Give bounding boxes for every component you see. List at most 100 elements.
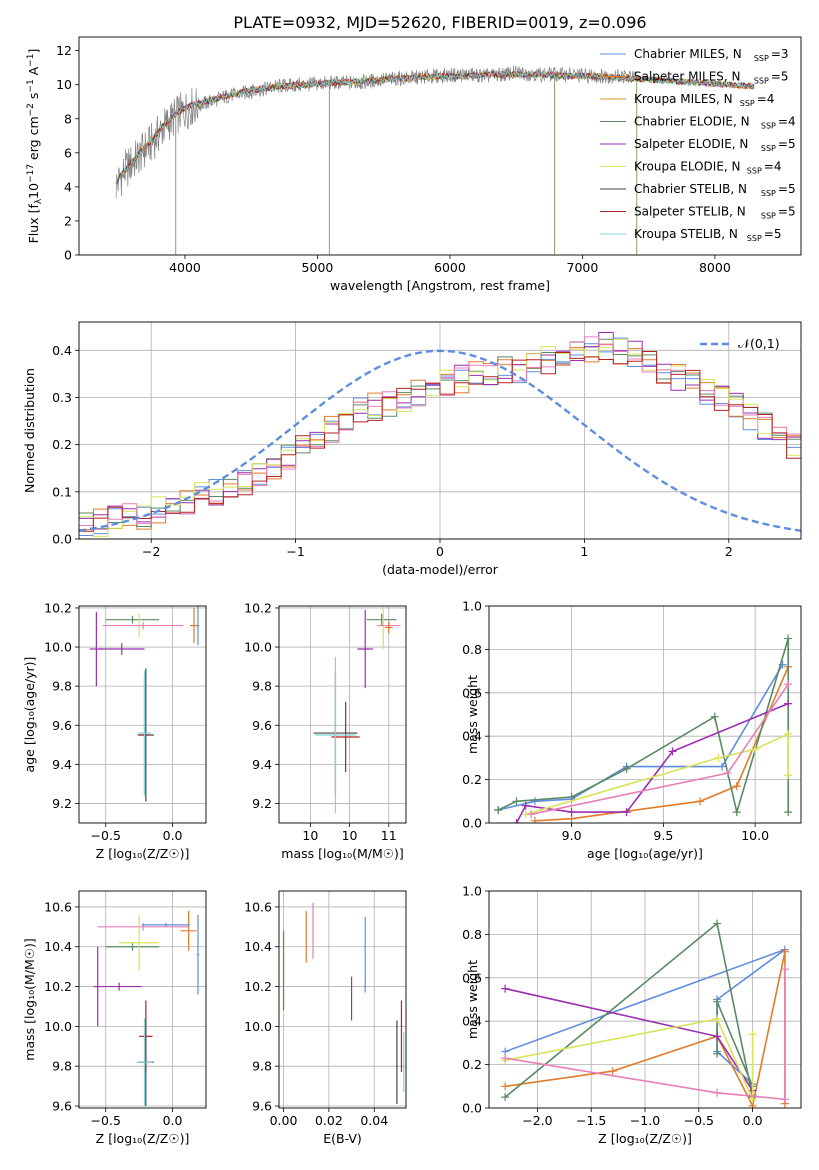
y-tick-label: 0.6	[462, 970, 482, 985]
mass-weight-marker	[723, 769, 732, 778]
x-tick-label: 10	[302, 828, 318, 843]
x-tick-label: −0.5	[684, 1113, 714, 1128]
x-tick-label: 9.5	[653, 828, 673, 843]
x-tick-label: 10	[342, 828, 358, 843]
mass-weight-line	[504, 969, 786, 1101]
x-tick-label: −1.0	[630, 1113, 660, 1128]
mass-weight-marker	[784, 771, 793, 780]
y-tick-label: 10.2	[244, 600, 272, 615]
y-tick-label: 0.6	[462, 685, 482, 700]
mass-weight-marker	[718, 762, 727, 771]
y-tick-label: 1.0	[462, 599, 482, 614]
y-axis-label-part: erg cm	[26, 116, 41, 164]
legend-nssp: =3	[771, 47, 789, 61]
x-tick-label: 11	[381, 828, 397, 843]
y-tick-label: 10.6	[44, 899, 72, 914]
x-axis-label: Z [log₁₀(Z/Z☉)]	[598, 1131, 692, 1146]
y-axis-label-part: A	[26, 66, 41, 79]
legend-label: Chabrier MILES, N	[634, 47, 742, 61]
y-tick-label: 9.6	[252, 1099, 272, 1114]
y-tick-label: 0.1	[52, 484, 72, 499]
mass-weight-marker	[494, 805, 503, 814]
y-tick-label: 10.2	[44, 600, 72, 615]
mass-weight-marker	[713, 919, 722, 928]
y-tick-label: 10.0	[44, 640, 72, 655]
x-tick-label: 1	[580, 544, 588, 559]
plot-area	[282, 902, 405, 1105]
x-tick-label: −0.5	[91, 1113, 121, 1128]
x-tick-label: −1.5	[576, 1113, 606, 1128]
mass-weight-marker	[622, 808, 631, 817]
y-axis-label: Flux [fλ10−17 erg cm−2 s−1 A−1]	[26, 49, 44, 244]
legend-nssp: =5	[771, 70, 789, 84]
mass-weight-marker	[696, 797, 705, 806]
legend-subscript: SSP	[754, 54, 769, 63]
y-tick-label: 9.8	[52, 1059, 72, 1074]
y-axis-label-part: 10	[26, 183, 41, 199]
model-fit-line	[115, 70, 755, 184]
mass-weight-marker	[713, 997, 722, 1006]
y-axis-label: age [log₁₀(age/yr)]	[22, 657, 37, 773]
legend-subscript: SSP	[747, 234, 762, 243]
mass-weight-marker	[501, 984, 510, 993]
residual-histogram-panel: −2 −1 0 1 2 0.0 0.1 0.2 0.3 0.4 (data-model)/error…	[22, 321, 802, 577]
axes-frame	[278, 605, 407, 824]
mass-weight-marker	[784, 808, 793, 817]
axes-frame	[78, 36, 802, 256]
x-tick-label: 0.0	[163, 828, 183, 843]
massweight-vs-age-panel: 9.0 9.5 10.0 0.0 0.2 0.4 0.6 0.8 1.0 age [log₁₀(a…	[462, 599, 802, 861]
y-tick-label: 9.4	[252, 757, 272, 772]
legend-nssp: =4	[764, 160, 782, 174]
mass-weight-marker	[710, 712, 719, 721]
legend-label: Salpeter MILES, N	[634, 70, 741, 84]
x-tick-label: 0.00	[270, 1113, 298, 1128]
legend-nssp: =4	[757, 92, 775, 106]
age-vs-metallicity-panel: −0.5 0.0 9.2 9.4 9.6 9.8 10.0 10.2 Z [log₁₀(Z/Z☉…	[22, 600, 207, 861]
y-tick-label: 8	[64, 111, 72, 126]
y-tick-label: 0.8	[462, 927, 482, 942]
legend-label: Chabrier ELODIE, N	[634, 115, 750, 129]
residual-histogram-step	[79, 351, 801, 532]
axes-frame	[78, 890, 207, 1109]
mass-weight-marker	[784, 699, 793, 708]
mass-weight-marker	[714, 753, 723, 762]
x-tick-label: 9.0	[562, 828, 582, 843]
y-axis-label-part: Flux [f	[26, 204, 41, 244]
y-tick-label: 10.4	[244, 939, 272, 954]
x-tick-label: 4000	[169, 260, 201, 275]
y-tick-label: 9.2	[52, 796, 72, 811]
x-tick-label: 0.0	[743, 1113, 763, 1128]
axes-frame	[278, 890, 407, 1109]
mass-weight-marker	[784, 634, 793, 643]
mass-weight-marker	[748, 1030, 757, 1039]
legend-nssp: =5	[778, 205, 796, 219]
mass-weight-marker	[732, 808, 741, 817]
mass-weight-marker	[780, 1095, 789, 1104]
mass-weight-line	[504, 1018, 754, 1100]
legend-subscript: SSP	[761, 212, 776, 221]
y-axis-label-part: ]	[26, 49, 41, 54]
mass-weight-marker	[713, 1032, 722, 1041]
normal-distribution-curve	[79, 349, 801, 532]
legend-label: Chabrier STELIB, N	[634, 182, 747, 196]
x-axis-label: mass [log₁₀(M/M☉)]	[281, 846, 403, 861]
legend-label: Kroupa STELIB, N	[634, 227, 738, 241]
mass-weight-line	[497, 638, 789, 816]
y-axis-label-part: −17	[26, 164, 36, 183]
y-tick-label: 0.4	[462, 1014, 482, 1029]
mass-weight-marker	[713, 1049, 722, 1058]
mass-weight-line	[515, 702, 789, 823]
legend-subscript: SSP	[761, 189, 776, 198]
legend-subscript: SSP	[754, 77, 769, 86]
massweight-vs-metallicity-panel: −2.0 −1.5 −1.0 −0.5 0.0 0.0 0.2 0.4 0.6 0.8 1.0 Z […	[462, 884, 802, 1146]
axes-frame	[78, 605, 207, 824]
mass-weight-line	[504, 987, 754, 1092]
y-tick-label: 9.4	[52, 757, 72, 772]
axes-frame	[78, 321, 802, 540]
y-tick-label: 10.4	[44, 939, 72, 954]
x-tick-label: 0.0	[163, 1113, 183, 1128]
y-tick-label: 0.2	[462, 772, 482, 787]
age-vs-mass-panel: 10 10 11 9.2 9.4 9.6 9.8 10.0 10.2 mass [log₁₀(M/…	[244, 600, 407, 861]
mass-weight-marker	[784, 680, 793, 689]
